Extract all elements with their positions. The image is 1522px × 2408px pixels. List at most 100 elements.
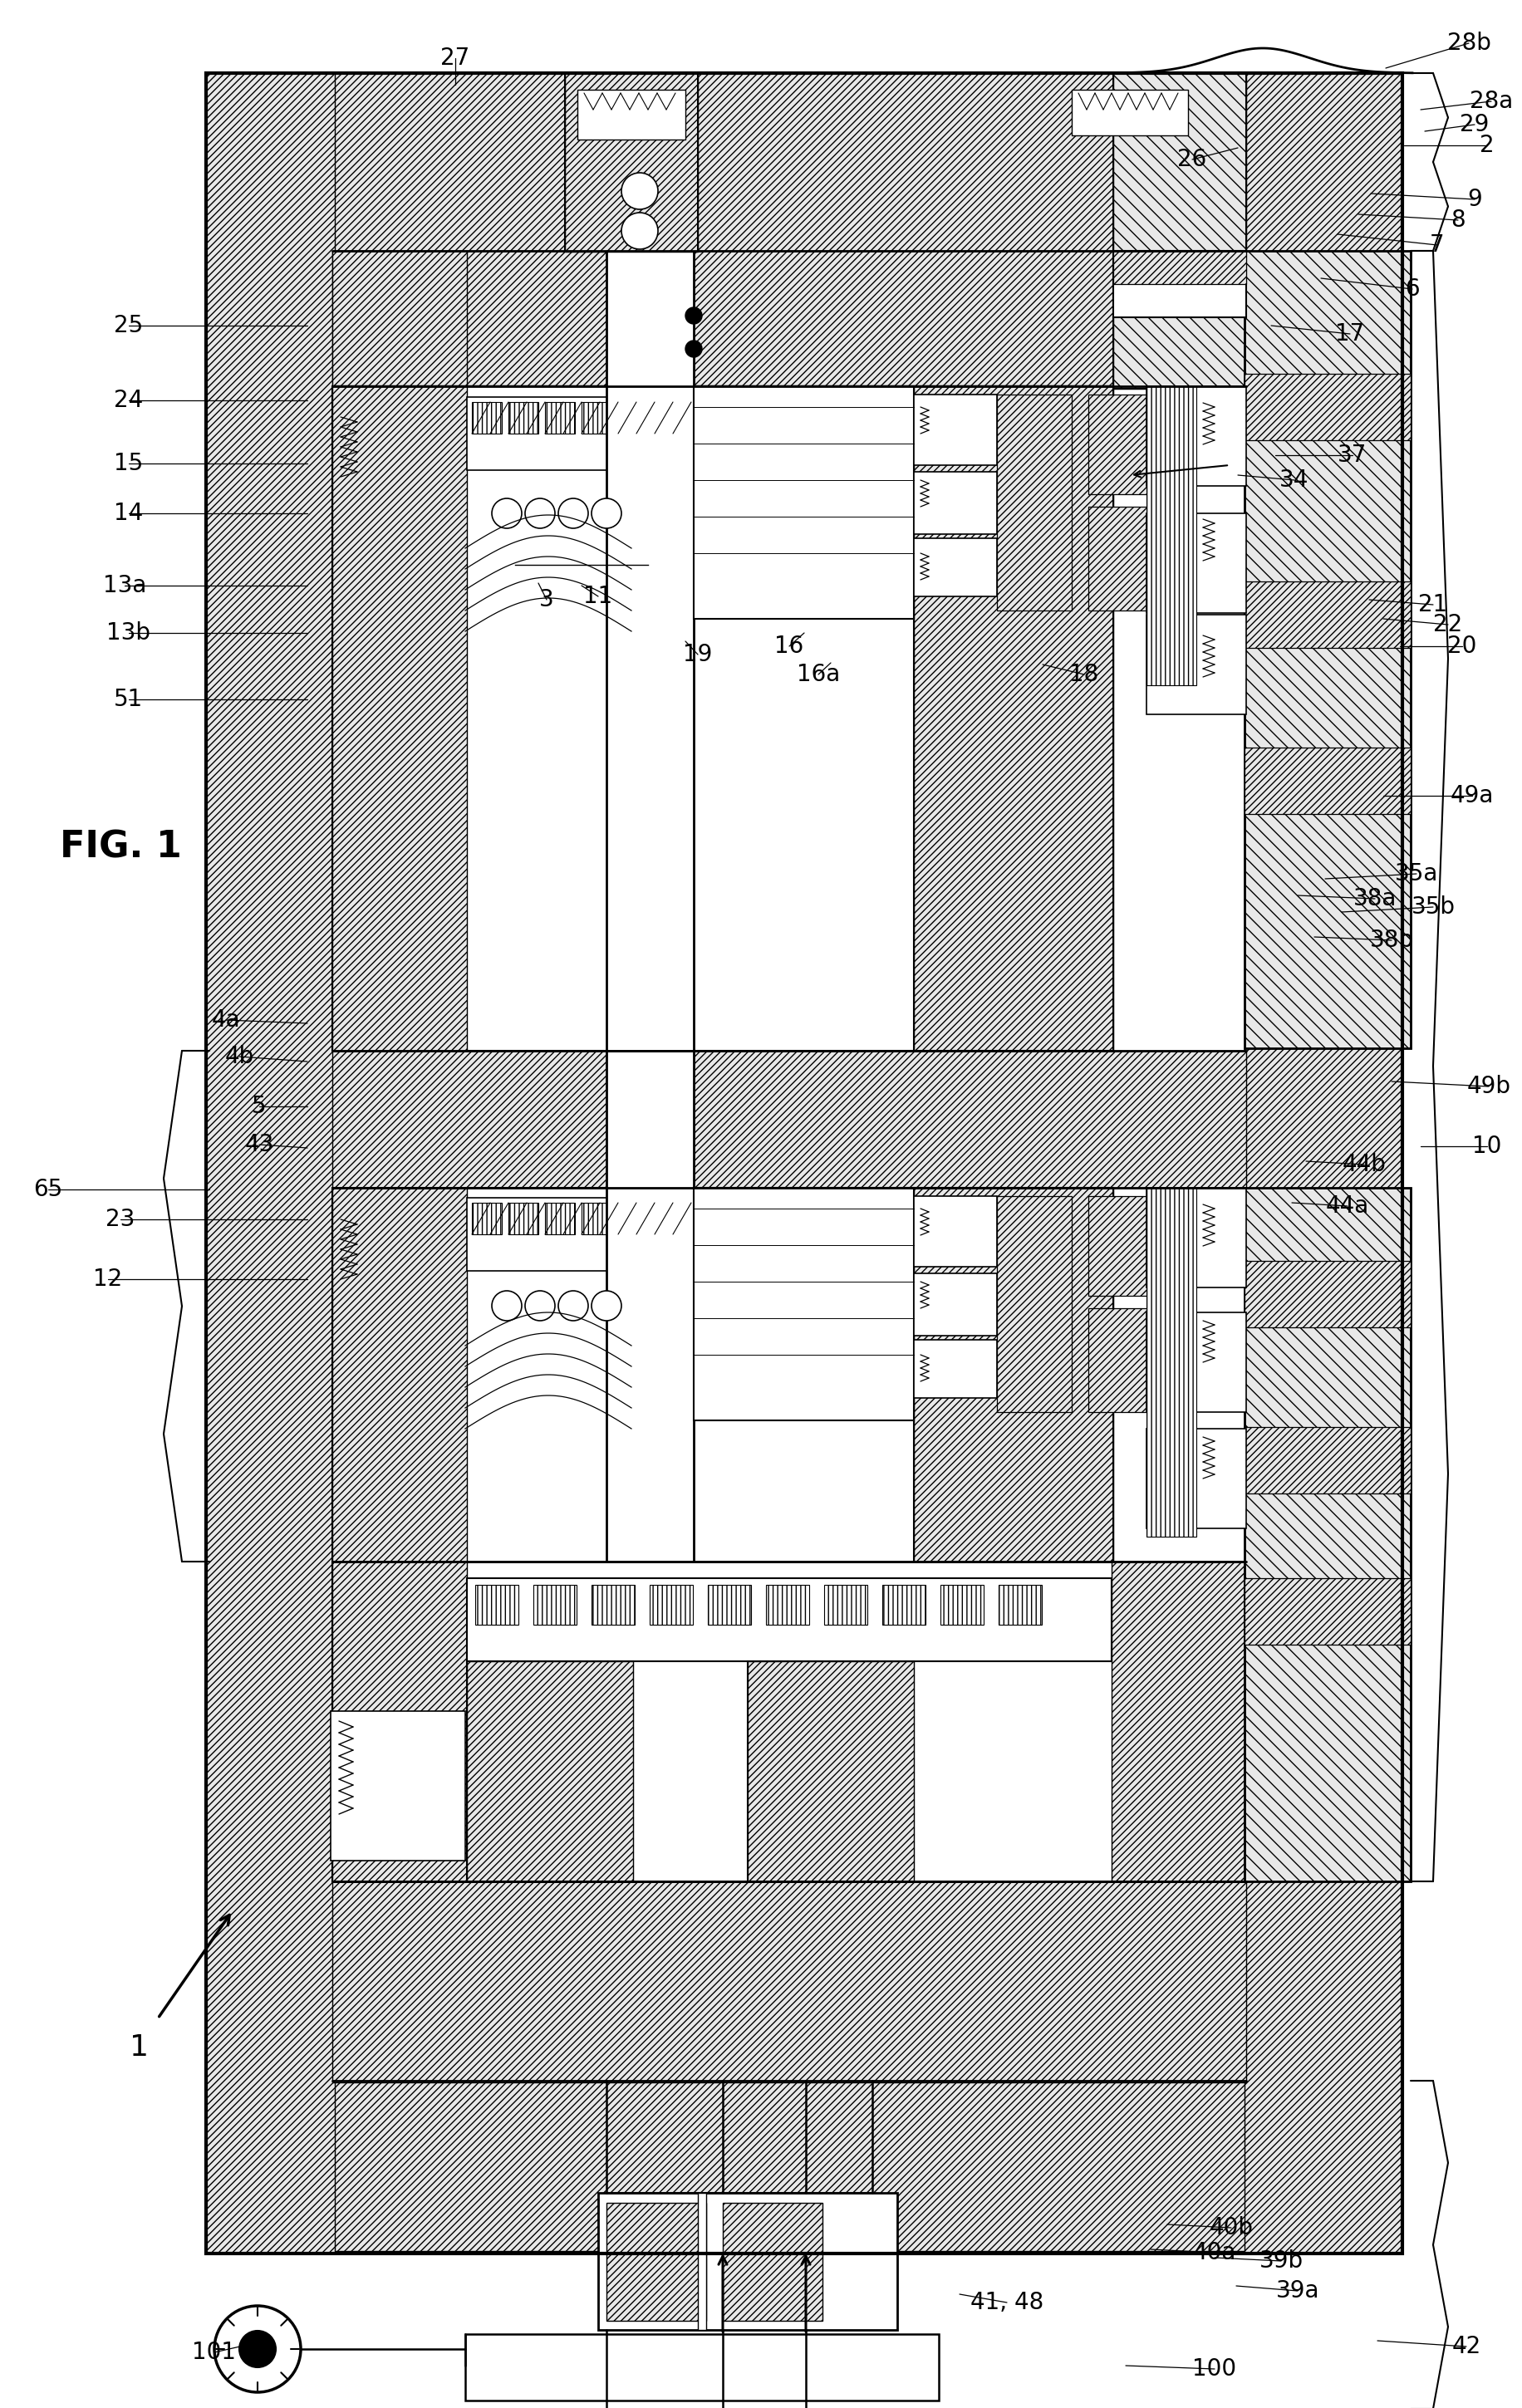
Bar (913, 1187, 1113, 1881)
Text: 43: 43 (245, 1134, 274, 1156)
Bar (1243, 1187, 1409, 1881)
Text: 12: 12 (93, 1267, 123, 1291)
Text: 40a: 40a (1192, 2242, 1236, 2264)
Text: 16: 16 (775, 636, 804, 657)
Bar (913, 385, 1113, 1050)
Bar (913, 385, 1113, 1050)
Bar (332, 1050, 1245, 1187)
Text: 34: 34 (1278, 470, 1309, 491)
Text: 14: 14 (114, 501, 143, 525)
Bar (332, 1560, 467, 1881)
Text: 25: 25 (114, 313, 143, 337)
Text: 6: 6 (1405, 277, 1419, 301)
Text: 101: 101 (192, 2341, 236, 2365)
Bar (508, 1202, 539, 1235)
Bar (475, 1584, 517, 1625)
Bar (766, 1584, 808, 1625)
Bar (998, 1584, 1041, 1625)
Bar (606, 1050, 694, 1881)
Text: 49a: 49a (1449, 785, 1493, 807)
Circle shape (685, 340, 702, 356)
Text: 51: 51 (114, 689, 143, 710)
Text: 4b: 4b (225, 1045, 254, 1069)
Text: 10: 10 (1472, 1134, 1501, 1158)
Bar (1243, 250, 1409, 1047)
Bar (1113, 72, 1245, 388)
Bar (581, 402, 612, 433)
Bar (472, 1202, 502, 1235)
Bar (330, 1712, 466, 1861)
Text: 18: 18 (1068, 662, 1099, 686)
Text: 28b: 28b (1446, 31, 1490, 55)
Text: 49b: 49b (1466, 1074, 1510, 1098)
Text: 4a: 4a (212, 1009, 240, 1031)
Text: 8: 8 (1450, 209, 1464, 231)
Text: 9: 9 (1467, 188, 1481, 212)
Bar (565, 72, 697, 253)
Circle shape (525, 1291, 554, 1320)
Bar (1071, 89, 1187, 135)
Bar (467, 1662, 633, 1881)
Circle shape (215, 2307, 300, 2391)
Bar (332, 250, 1245, 385)
Bar (598, 2194, 896, 2331)
Bar (545, 1202, 575, 1235)
Bar (1113, 250, 1245, 318)
Circle shape (492, 1291, 522, 1320)
Text: 44b: 44b (1341, 1153, 1385, 1175)
Bar (1088, 1197, 1163, 1296)
Text: 2: 2 (1479, 135, 1493, 157)
Bar (472, 402, 502, 433)
Circle shape (559, 498, 587, 527)
Text: 39a: 39a (1275, 2280, 1318, 2302)
Text: 40b: 40b (1208, 2215, 1253, 2239)
Bar (913, 1197, 997, 1267)
Circle shape (492, 498, 522, 527)
Bar (1113, 250, 1245, 284)
Bar (1088, 395, 1163, 494)
Bar (997, 395, 1071, 612)
Bar (691, 1202, 721, 1235)
Bar (618, 402, 648, 433)
Text: 65: 65 (33, 1178, 62, 1202)
Bar (545, 402, 575, 433)
Bar (1088, 506, 1163, 612)
Circle shape (591, 498, 621, 527)
Bar (205, 72, 335, 2254)
Bar (1243, 72, 1402, 2254)
Bar (1243, 1577, 1409, 1645)
Bar (606, 72, 694, 1052)
Bar (913, 472, 997, 535)
Bar (467, 1577, 1111, 1662)
Bar (1146, 385, 1245, 486)
Bar (1243, 1262, 1409, 1327)
Bar (1113, 72, 1245, 388)
Text: 35a: 35a (1394, 862, 1437, 886)
Bar (618, 1202, 648, 1235)
Text: 41, 48: 41, 48 (970, 2290, 1043, 2314)
Bar (332, 250, 467, 385)
Bar (1146, 513, 1245, 614)
Text: 1: 1 (129, 2032, 149, 2061)
Bar (747, 1662, 913, 1881)
Bar (332, 1187, 1113, 1881)
Text: 20: 20 (1447, 636, 1476, 657)
Bar (747, 1662, 913, 1881)
Bar (654, 402, 685, 433)
Bar (1243, 373, 1409, 441)
Bar (467, 1197, 749, 1271)
Text: FIG. 1: FIG. 1 (59, 828, 181, 864)
Bar (1111, 1560, 1245, 1881)
Bar (913, 539, 997, 597)
Bar (467, 397, 749, 470)
Bar (1243, 580, 1409, 648)
Bar (205, 2081, 1402, 2251)
Text: 37: 37 (1338, 443, 1367, 467)
Circle shape (591, 1291, 621, 1320)
Circle shape (239, 2331, 275, 2367)
Bar (691, 402, 721, 433)
Text: 39b: 39b (1259, 2249, 1303, 2273)
Bar (723, 2203, 822, 2321)
Circle shape (621, 173, 658, 209)
Circle shape (685, 308, 702, 325)
